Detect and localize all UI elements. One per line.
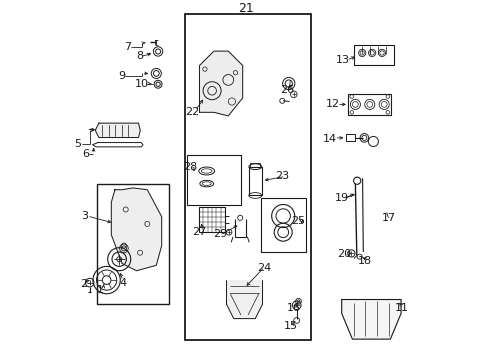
Text: 3: 3	[81, 211, 88, 221]
Text: 4: 4	[119, 278, 126, 288]
Bar	[186, 155, 241, 205]
Text: 22: 22	[185, 107, 199, 117]
Bar	[248, 167, 261, 195]
Bar	[199, 207, 224, 232]
Text: 29: 29	[212, 229, 227, 239]
Text: 10: 10	[135, 78, 148, 89]
Text: 19: 19	[334, 193, 348, 203]
Text: 16: 16	[286, 303, 301, 313]
Text: 11: 11	[394, 303, 408, 313]
Text: 14: 14	[323, 134, 337, 144]
Text: 18: 18	[357, 256, 371, 266]
Text: 20: 20	[337, 249, 351, 259]
Polygon shape	[226, 281, 262, 319]
Polygon shape	[341, 300, 400, 339]
Text: 9: 9	[118, 71, 125, 81]
Text: 2: 2	[80, 279, 86, 289]
Text: 15: 15	[284, 321, 298, 331]
Text: 28: 28	[183, 162, 197, 172]
Bar	[185, 14, 310, 340]
Text: 23: 23	[275, 171, 289, 181]
Text: 25: 25	[291, 216, 305, 226]
Bar	[260, 198, 305, 252]
Text: 17: 17	[381, 213, 395, 223]
Bar	[249, 163, 260, 167]
Text: 12: 12	[325, 99, 339, 109]
Polygon shape	[199, 51, 242, 116]
Text: 7: 7	[123, 42, 131, 52]
Bar	[346, 134, 355, 141]
Text: 21: 21	[238, 3, 254, 15]
Text: 6: 6	[81, 149, 89, 159]
Polygon shape	[111, 188, 162, 271]
Bar	[97, 184, 168, 304]
Polygon shape	[95, 123, 140, 138]
Bar	[347, 94, 390, 115]
Text: 1: 1	[97, 285, 104, 295]
Text: 27: 27	[192, 227, 206, 237]
Text: 13: 13	[335, 55, 349, 66]
Text: 24: 24	[257, 263, 271, 273]
Text: 8: 8	[136, 51, 143, 61]
Text: 5: 5	[75, 139, 81, 149]
Text: 26: 26	[279, 85, 293, 95]
Bar	[354, 45, 393, 65]
